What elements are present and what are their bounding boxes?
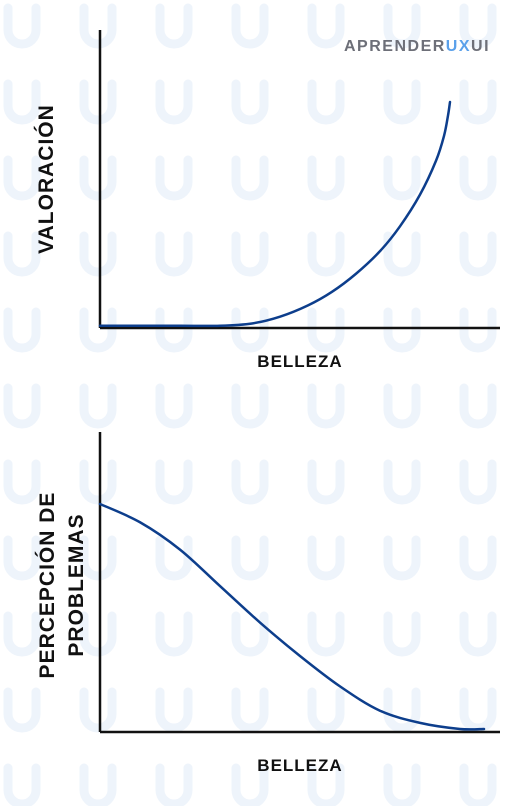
watermark-u-shape: [231, 79, 269, 125]
watermark-u-shape: [383, 231, 421, 277]
watermark-u-shape: [79, 79, 117, 125]
watermark-u-shape: [307, 459, 345, 505]
watermark-u-shape: [307, 383, 345, 429]
chart2-ylabel: PERCEPCIÓN DE PROBLEMAS: [33, 465, 93, 705]
watermark-u-shape: [383, 3, 421, 49]
watermark-u-shape: [307, 763, 345, 806]
watermark-u-shape: [3, 231, 41, 277]
watermark-u-shape: [155, 383, 193, 429]
watermark-u-shape: [155, 687, 193, 733]
watermark-u-shape: [231, 231, 269, 277]
chart1-ylabel-text: VALORACIÓN: [35, 104, 58, 254]
watermark-u-shape: [383, 79, 421, 125]
watermark-u-shape: [231, 383, 269, 429]
watermark-u-shape: [383, 155, 421, 201]
chart-valoracion: [98, 30, 500, 330]
logo-text-accent: UX: [445, 38, 472, 55]
logo-text-end: UI: [471, 38, 491, 55]
watermark-u-shape: [231, 687, 269, 733]
watermark-u-shape: [383, 459, 421, 505]
watermark-u-shape: [307, 535, 345, 581]
watermark-u-shape: [3, 383, 41, 429]
watermark-u-shape: [155, 231, 193, 277]
watermark-u-shape: [459, 79, 497, 125]
watermark-u-shape: [3, 459, 41, 505]
watermark-u-shape: [79, 383, 117, 429]
watermark-u-shape: [155, 763, 193, 806]
watermark-u-shape: [155, 535, 193, 581]
watermark-u-shape: [459, 155, 497, 201]
watermark-u-shape: [3, 155, 41, 201]
watermark-u-shape: [79, 155, 117, 201]
watermark-u-shape: [231, 763, 269, 806]
watermark-u-shape: [155, 3, 193, 49]
watermark-u-shape: [3, 535, 41, 581]
watermark-u-shape: [79, 231, 117, 277]
watermark-u-shape: [383, 611, 421, 657]
watermark-u-shape: [307, 3, 345, 49]
watermark-u-shape: [155, 155, 193, 201]
watermark-u-shape: [383, 307, 421, 353]
watermark-u-shape: [155, 79, 193, 125]
watermark-u-shape: [79, 611, 117, 657]
watermark-u-shape: [383, 687, 421, 733]
watermark-u-shape: [459, 611, 497, 657]
watermark-u-shape: [231, 307, 269, 353]
chart-percepcion-problemas: [98, 432, 500, 734]
watermark-u-shape: [79, 687, 117, 733]
watermark-u-shape: [231, 3, 269, 49]
watermark-u-shape: [3, 307, 41, 353]
watermark-u-shape: [79, 763, 117, 806]
watermark-u-shape: [231, 611, 269, 657]
watermark-u-shape: [459, 687, 497, 733]
watermark-u-shape: [3, 763, 41, 806]
chart1-xlabel: BELLEZA: [257, 352, 343, 371]
watermark-u-shape: [155, 611, 193, 657]
watermark-u-shape: [79, 459, 117, 505]
watermark-u-shape: [459, 763, 497, 806]
watermark-u-shape: [155, 307, 193, 353]
watermark-u-shape: [307, 687, 345, 733]
chart1-series-line-0: [98, 100, 452, 328]
watermark-u-shape: [459, 459, 497, 505]
watermark-u-shape: [383, 535, 421, 581]
watermark-u-shape: [3, 687, 41, 733]
watermark-u-shape: [459, 231, 497, 277]
watermark-u-shape: [79, 535, 117, 581]
chart2-xlabel: BELLEZA: [257, 756, 343, 775]
watermark-u-shape: [3, 79, 41, 125]
watermark-u-shape: [383, 763, 421, 806]
watermark-u-shape: [231, 535, 269, 581]
watermark-u-shape: [79, 307, 117, 353]
watermark-u-shape: [3, 3, 41, 49]
watermark-u-shape: [307, 155, 345, 201]
watermark-u-shape: [383, 383, 421, 429]
watermark-u-shape: [459, 307, 497, 353]
watermark-u-shape: [231, 459, 269, 505]
watermark-u-shape: [307, 79, 345, 125]
logo-text-main: APRENDER: [344, 38, 446, 55]
watermark-u-shape: [459, 383, 497, 429]
watermark-u-shape: [79, 3, 117, 49]
brand-logo: APRENDERUXUI: [344, 38, 490, 56]
watermark-u-shape: [307, 231, 345, 277]
watermark-u-shape: [231, 155, 269, 201]
watermark-u-shape: [459, 535, 497, 581]
watermark-u-shape: [307, 611, 345, 657]
watermark-u-shape: [155, 459, 193, 505]
watermark-u-shape: [459, 3, 497, 49]
chart1-ylabel: VALORACIÓN: [32, 79, 62, 279]
watermark-u-shape: [3, 611, 41, 657]
chart2-ylabel-text: PERCEPCIÓN DE PROBLEMAS: [36, 491, 88, 679]
chart2-series-line-0: [98, 502, 486, 731]
watermark-u-shape: [307, 307, 345, 353]
